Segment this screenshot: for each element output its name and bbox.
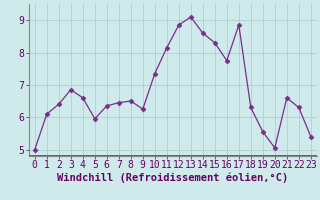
X-axis label: Windchill (Refroidissement éolien,°C): Windchill (Refroidissement éolien,°C): [57, 173, 288, 183]
